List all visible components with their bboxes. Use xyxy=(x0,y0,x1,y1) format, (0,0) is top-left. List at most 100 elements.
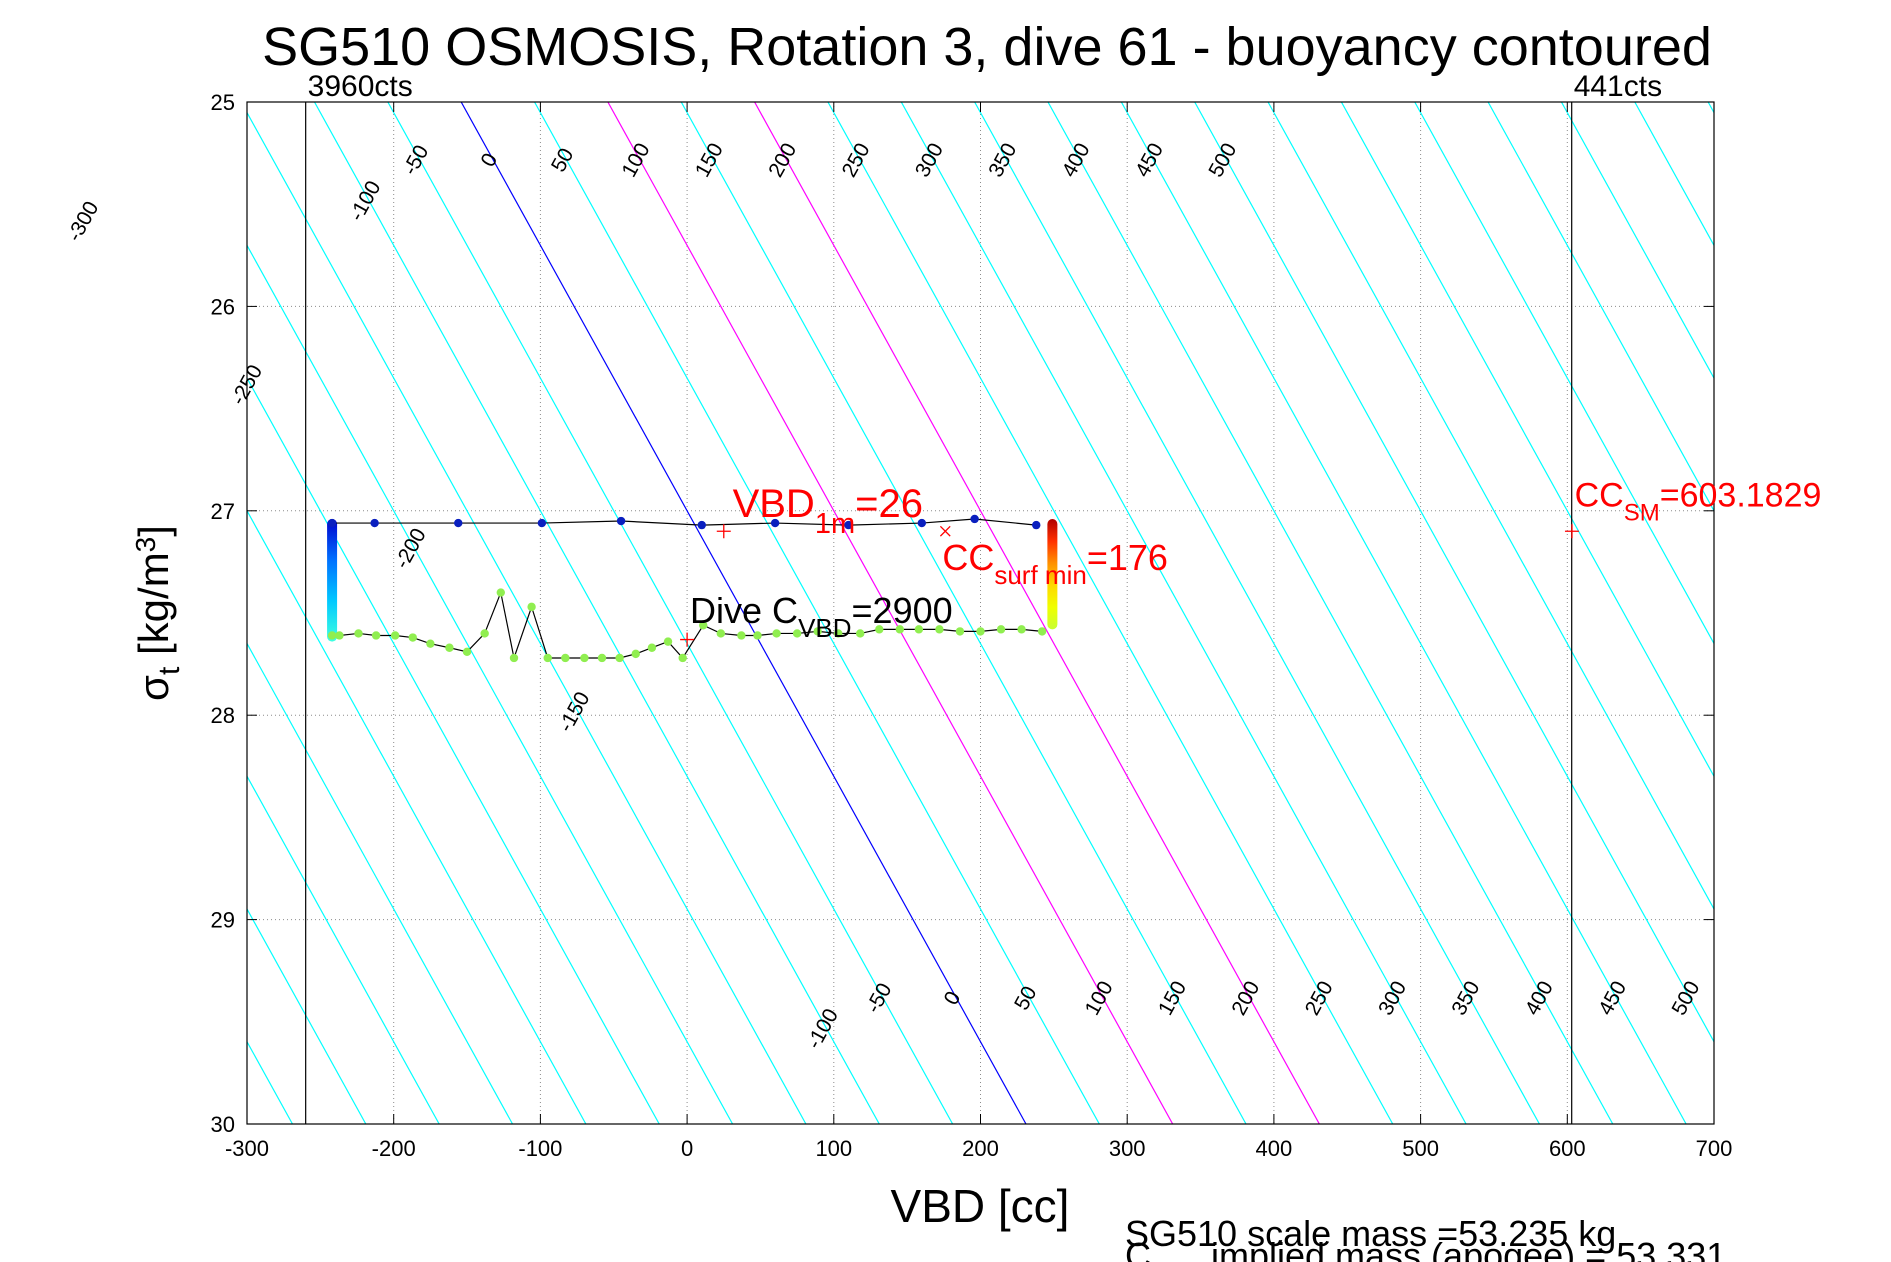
y-tick-label: 25 xyxy=(211,90,235,115)
apogee-point xyxy=(996,625,1006,634)
apogee-point xyxy=(955,627,965,636)
annotation-ccsm: CCSM=603.1829 xyxy=(1575,477,1822,527)
surface-point xyxy=(844,520,853,530)
buoyancy-contour-line xyxy=(754,102,1320,1124)
svg-text:σt [kg/m3]: σt [kg/m3] xyxy=(130,525,186,701)
buoyancy-contour-line xyxy=(1120,102,1687,1124)
apogee-point xyxy=(914,625,924,634)
buoyancy-contour-line xyxy=(247,642,514,1124)
apogee-point xyxy=(737,631,746,640)
buoyancy-contours xyxy=(0,102,1891,1124)
annotation-ccsurf: CCsurf min=176 xyxy=(942,537,1168,590)
buoyancy-contour-line xyxy=(247,244,734,1124)
surface-point xyxy=(697,520,706,530)
apogee-point xyxy=(615,653,624,663)
buoyancy-contour-line xyxy=(0,102,146,1124)
apogee-point xyxy=(663,637,673,646)
apogee-point xyxy=(426,639,435,648)
plus-marker xyxy=(716,524,731,539)
buoyancy-contour-line xyxy=(247,907,367,1124)
buoyancy-contour-line xyxy=(827,102,1394,1124)
x-tick-label: 400 xyxy=(1256,1136,1293,1161)
apogee-point xyxy=(753,631,762,640)
buoyancy-contour-line xyxy=(247,376,660,1124)
y-tick-label: 26 xyxy=(211,294,235,319)
y-tick-label: 28 xyxy=(211,703,235,728)
buoyancy-contour-line xyxy=(313,102,880,1124)
footer-implied-mass-base: C xyxy=(1125,1235,1151,1262)
buoyancy-contour-line xyxy=(1267,102,1714,911)
apogee-point xyxy=(678,653,687,663)
buoyancy-contour-line xyxy=(1340,102,1714,778)
plus-marker xyxy=(1564,524,1579,539)
apogee-point xyxy=(813,627,822,636)
apogee-point xyxy=(856,629,865,638)
chart-title: SG510 OSMOSIS, Rotation 3, dive 61 - buo… xyxy=(262,17,1712,77)
vbd-color-bar xyxy=(327,518,338,642)
apogee-point xyxy=(480,629,489,638)
buoyancy-contour-line xyxy=(680,102,1247,1124)
buoyancy-contour-line xyxy=(1560,102,1714,380)
buoyancy-contour-line xyxy=(1781,102,1891,1124)
x-tick-label: -300 xyxy=(225,1136,269,1161)
y-tick-label: 29 xyxy=(211,908,235,933)
surface-point xyxy=(917,518,927,528)
y-axis-label-rest: [kg/m xyxy=(130,552,177,666)
markers xyxy=(680,524,1579,647)
apogee-point xyxy=(935,625,944,634)
buoyancy-contour-line xyxy=(387,102,954,1124)
apogee-point xyxy=(462,647,472,657)
surface-point xyxy=(454,518,463,528)
vbd-limit-lines: 3960cts 441cts xyxy=(305,70,1662,1124)
apogee-point xyxy=(716,629,726,638)
apogee-point xyxy=(875,625,884,634)
surface-point xyxy=(616,516,626,526)
x-tick-label: 500 xyxy=(1402,1136,1439,1161)
surface-point xyxy=(370,518,379,528)
buoyancy-contour-line xyxy=(247,775,440,1124)
vbd-limit-label: 3960cts xyxy=(308,70,413,103)
apogee-point xyxy=(371,631,381,640)
apogee-point xyxy=(496,588,505,597)
x-tick-label: 100 xyxy=(815,1136,852,1161)
plus-marker xyxy=(680,632,695,647)
buoyancy-contour-line xyxy=(0,102,219,1124)
vbd-color-bar xyxy=(1047,518,1058,630)
footer-implied-mass-rest: implied mass (apogee) = 53.331 xyxy=(1211,1235,1726,1262)
apogee-point xyxy=(327,631,337,640)
apogee-trace-line xyxy=(332,590,1043,661)
apogee-point xyxy=(408,633,417,642)
vbd-limit-label: 441cts xyxy=(1574,70,1662,103)
buoyancy-contour-line xyxy=(1194,102,1714,1043)
annotation-vbd1m: VBD1m=26 xyxy=(733,482,923,540)
y-axis-label-base: σ xyxy=(130,675,177,701)
x-marker xyxy=(939,525,951,537)
apogee-point xyxy=(561,653,570,663)
buoyancy-contour-line xyxy=(1487,102,1714,513)
x-tick-label: 600 xyxy=(1549,1136,1586,1161)
surface-point xyxy=(537,518,547,528)
x-tick-label: -100 xyxy=(518,1136,562,1161)
apogee-point xyxy=(527,602,536,612)
apogee-point xyxy=(699,621,708,630)
y-axis-label-sup: 3 xyxy=(130,537,161,553)
buoyancy-contour-line xyxy=(460,102,1027,1124)
y-tick-label: 27 xyxy=(211,499,235,524)
buoyancy-contour-line xyxy=(247,509,587,1124)
buoyancy-contour-line xyxy=(974,102,1540,1124)
y-axis-label-close: ] xyxy=(130,525,177,537)
surface-point xyxy=(770,518,780,528)
buoyancy-contour-line xyxy=(534,102,1100,1124)
apogee-point xyxy=(895,625,905,634)
apogee-point xyxy=(976,627,985,636)
x-tick-label: -200 xyxy=(372,1136,416,1161)
y-axis-label: σt [kg/m3] xyxy=(130,525,186,701)
buoyancy-contour-line xyxy=(0,102,72,1124)
apogee-point xyxy=(792,629,802,638)
apogee-point xyxy=(597,653,607,663)
apogee-point xyxy=(647,643,657,652)
apogee-point xyxy=(509,653,519,663)
x-axis-label: VBD [cc] xyxy=(891,1180,1070,1232)
footer-scale-mass: SG510 scale mass =53.235 kg xyxy=(1125,1213,1616,1254)
